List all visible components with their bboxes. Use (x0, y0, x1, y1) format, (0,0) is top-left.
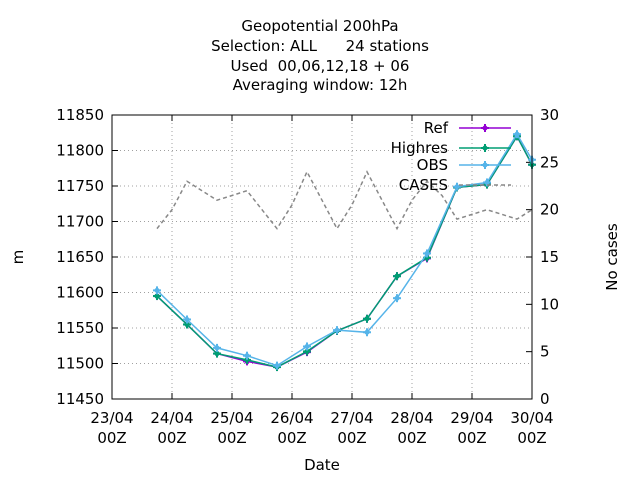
series-point-obs (243, 351, 251, 360)
x-tick-label: 27/04 (330, 409, 373, 427)
chart-title: Geopotential 200hPa Selection: ALL 24 st… (211, 17, 429, 94)
axis-ticks: 11450 11500 11550 11600 11650 11700 11750 11800… (56, 106, 559, 447)
x-tick-label: 23/04 (90, 409, 133, 427)
title-line-1: Geopotential 200hPa (241, 17, 398, 35)
y2-axis-label: No cases (603, 223, 621, 291)
series-line-highres (156, 134, 533, 368)
legend-label: OBS (417, 156, 448, 174)
y2-tick-label: 10 (540, 295, 559, 313)
x-tick-sublabel: 00Z (457, 429, 486, 447)
y-tick-label: 11650 (56, 248, 104, 266)
x-tick-sublabel: 00Z (217, 429, 246, 447)
x-tick-sublabel: 00Z (277, 429, 306, 447)
x-tick-label: 26/04 (270, 409, 313, 427)
y-tick-label: 11500 (56, 355, 104, 373)
grid (112, 115, 532, 399)
plot-series (153, 130, 536, 372)
series-line-ref (156, 134, 533, 368)
y-tick-label: 11750 (56, 177, 104, 195)
series-point-obs (153, 286, 161, 295)
x-tick-label: 28/04 (390, 409, 433, 427)
series-point-obs (513, 130, 521, 139)
title-line-2: Selection: ALL 24 stations (211, 37, 429, 55)
x-tick-sublabel: 00Z (97, 429, 126, 447)
title-line-3: Used 00,06,12,18 + 06 (231, 57, 410, 75)
plot-frame (111, 114, 533, 400)
series-point-obs (273, 361, 281, 370)
series-point-obs (183, 315, 191, 324)
y2-tick-label: 0 (540, 390, 550, 408)
y-tick-label: 11550 (56, 319, 104, 337)
x-tick-sublabel: 00Z (397, 429, 426, 447)
series-point-highres (213, 349, 221, 358)
legend-item-ref: Ref (424, 119, 511, 137)
legend-item-obs: OBS (417, 156, 511, 174)
series-point-obs (213, 343, 221, 352)
title-line-4: Averaging window: 12h (233, 76, 408, 94)
y2-tick-label: 30 (540, 106, 559, 124)
y2-tick-label: 25 (540, 153, 559, 171)
series-point-obs (333, 326, 341, 335)
y-tick-label: 11600 (56, 284, 104, 302)
legend-item-highres: Highres (391, 139, 511, 157)
legend-item-cases: CASES (399, 176, 511, 194)
legend-label: Highres (391, 139, 449, 157)
x-tick-sublabel: 00Z (337, 429, 366, 447)
y2-tick-label: 5 (540, 343, 550, 361)
y-tick-label: 11800 (56, 142, 104, 160)
x-tick-label: 30/04 (510, 409, 553, 427)
series-line-cases (156, 170, 533, 231)
series-point-highres (363, 314, 371, 323)
y-tick-label: 11700 (56, 213, 104, 231)
series-point-obs (453, 182, 461, 191)
series-point-obs (393, 294, 401, 303)
legend-label: CASES (399, 176, 448, 194)
y-tick-label: 11850 (56, 106, 104, 124)
y-tick-label: 11450 (56, 390, 104, 408)
series-point-obs (363, 328, 371, 337)
x-axis-label: Date (304, 456, 340, 474)
series-point-obs (423, 249, 431, 258)
x-tick-sublabel: 00Z (157, 429, 186, 447)
series-point-obs (303, 342, 311, 351)
y2-tick-label: 20 (540, 201, 559, 219)
series-line-obs (156, 132, 533, 367)
y-axis-label: m (9, 250, 27, 265)
x-tick-label: 24/04 (150, 409, 193, 427)
series-point-highres (393, 272, 401, 281)
x-tick-sublabel: 00Z (517, 429, 546, 447)
x-tick-label: 25/04 (210, 409, 253, 427)
x-tick-label: 29/04 (450, 409, 493, 427)
y2-tick-label: 15 (540, 248, 559, 266)
legend-label: Ref (424, 119, 449, 137)
